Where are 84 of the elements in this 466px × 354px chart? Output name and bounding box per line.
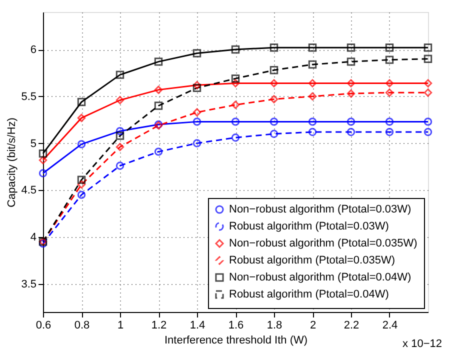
point: [424, 88, 432, 97]
point: [77, 190, 86, 199]
legend-label: Robust algorithm (Ptotal=0.04W): [229, 288, 389, 300]
point: [270, 79, 278, 88]
point: [116, 126, 124, 136]
y-tick-label: 6: [30, 44, 36, 56]
point: [231, 45, 240, 54]
x-tick-label: 2: [310, 320, 316, 332]
point: [346, 128, 356, 136]
x-tick-label: 0.8: [74, 320, 90, 332]
point: [116, 162, 124, 170]
point: [385, 56, 394, 64]
point: [154, 148, 163, 156]
point: [308, 60, 317, 69]
x-tick-label: 2.4: [382, 320, 398, 332]
y-tick-label: 4: [30, 232, 36, 244]
point: [192, 49, 202, 58]
point: [77, 140, 86, 148]
point: [77, 176, 86, 184]
point: [346, 89, 356, 98]
legend-label: Robust algorithm (Ptotal=0.035W): [229, 254, 395, 266]
point: [192, 108, 202, 116]
y-axis-title: Capacity (bit/s/Hz): [6, 118, 18, 208]
point: [385, 118, 394, 126]
point: [231, 118, 240, 126]
point: [270, 95, 278, 104]
x-axis-title: Interference threshold Ith (W): [164, 334, 308, 346]
point: [346, 58, 356, 66]
point: [424, 54, 432, 63]
legend-label: Non−robust algorithm (Ptotal=0.03W): [229, 204, 412, 216]
point: [192, 81, 202, 90]
x-tick-label: 1: [117, 320, 124, 332]
point: [424, 44, 432, 52]
point: [116, 142, 124, 152]
point: [77, 98, 86, 106]
point: [385, 88, 394, 97]
point: [231, 134, 240, 142]
point: [192, 84, 202, 92]
x-tick-label: 0.6: [36, 320, 52, 332]
x-tick-label: 1.4: [190, 320, 206, 332]
text: x 10−12: [402, 338, 442, 350]
point: [308, 118, 317, 126]
point: [192, 139, 202, 148]
point: [308, 92, 317, 100]
x-tick-label: 1.6: [228, 320, 244, 332]
legend-label: Non−robust algorithm (Ptotal=0.035W): [229, 238, 418, 250]
point: [346, 79, 356, 88]
point: [154, 102, 163, 110]
point: [308, 79, 317, 88]
point: [77, 180, 86, 189]
point: [231, 74, 240, 83]
point: [77, 114, 86, 122]
point: [385, 79, 394, 88]
point: [154, 86, 163, 94]
point: [308, 44, 317, 52]
point: [116, 96, 124, 104]
point: [192, 118, 202, 126]
point: [346, 44, 356, 52]
point: [38, 156, 48, 164]
point: [270, 130, 278, 138]
point: [424, 128, 432, 136]
point: [270, 66, 278, 74]
point: [38, 149, 48, 158]
point: [270, 44, 278, 52]
point: [385, 44, 394, 52]
x-tick-label: 1.8: [266, 320, 282, 332]
point: [154, 58, 163, 66]
point: [308, 128, 317, 136]
point: [424, 79, 432, 88]
y-tick-label: 4.5: [21, 184, 36, 197]
point: [270, 118, 278, 126]
point: [346, 118, 356, 126]
legend-label: Robust algorithm (Ptotal=0.03W): [229, 220, 389, 232]
legend-label: Non−robust algorithm (Ptotal=0.04W): [229, 272, 412, 284]
y-tick-label: 5.5: [21, 90, 36, 103]
point: [231, 100, 240, 109]
point: [231, 79, 240, 88]
y-tick-label: 3.5: [21, 278, 36, 290]
point: [116, 70, 124, 79]
point: [116, 132, 124, 140]
point: [385, 128, 394, 136]
y-tick-label: 5: [30, 138, 36, 150]
x-tick-label: 1.2: [151, 320, 167, 332]
x-tick-label: 2.2: [344, 320, 360, 332]
